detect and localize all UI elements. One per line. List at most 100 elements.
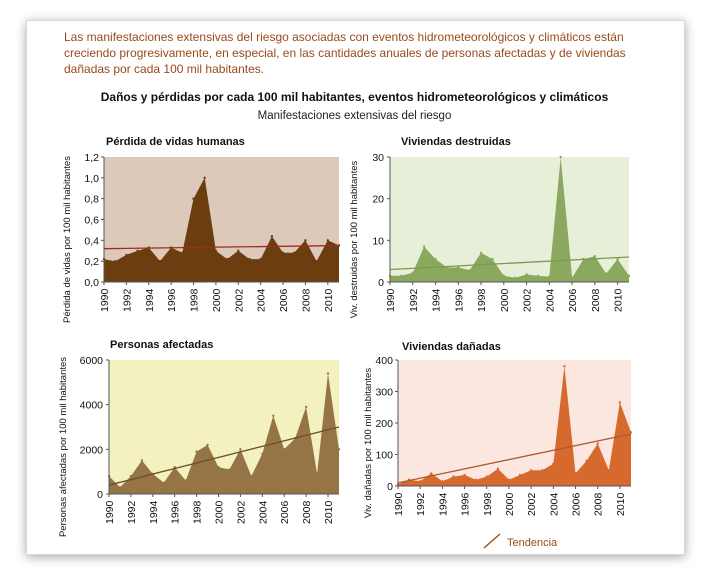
data-point	[474, 478, 477, 481]
x-tick-label: 2010	[615, 492, 627, 516]
data-point	[225, 257, 229, 261]
y-tick-label: 0	[378, 277, 384, 289]
data-point	[192, 197, 195, 200]
y-tick-label: 0	[387, 481, 393, 493]
x-tick-label: 2006	[567, 288, 579, 312]
series-area	[390, 157, 629, 282]
data-point	[411, 271, 414, 274]
x-tick-label: 1998	[189, 288, 201, 312]
data-point	[596, 442, 599, 445]
data-point	[140, 459, 144, 462]
y-tick-label: 0,8	[84, 194, 99, 206]
data-point	[607, 469, 610, 472]
figure-title: Daños y pérdidas por cada 100 mil habita…	[100, 90, 609, 104]
data-point	[563, 365, 566, 368]
data-point	[315, 260, 318, 263]
x-tick-label: 1992	[126, 500, 138, 524]
data-point	[195, 450, 198, 453]
data-point	[585, 459, 588, 462]
figure-subtitle: Manifestaciones extensivas del riesgo	[257, 110, 452, 122]
data-point	[125, 253, 128, 257]
data-point	[514, 276, 517, 279]
x-tick-label: 2002	[233, 288, 245, 312]
data-point	[129, 474, 133, 478]
x-tick-label: 2006	[279, 500, 291, 524]
x-tick-label: 2004	[544, 288, 556, 312]
x-tick-label: 2002	[522, 288, 534, 312]
data-point	[400, 274, 403, 277]
data-point	[270, 235, 274, 238]
data-point	[214, 249, 218, 252]
y-axis-label: Pérdida de vidas por 100 mil habitantes	[62, 156, 73, 323]
y-tick-label: 10	[372, 235, 384, 247]
data-point	[272, 414, 275, 417]
data-point	[629, 431, 633, 434]
y-tick-label: 2000	[80, 444, 104, 456]
x-tick-label: 2006	[571, 492, 583, 516]
data-point	[422, 245, 426, 248]
data-point	[326, 372, 330, 375]
y-tick-label: 4000	[80, 400, 104, 412]
data-point	[304, 239, 307, 242]
series-area	[104, 177, 339, 282]
data-point	[627, 274, 631, 277]
x-tick-label: 2000	[499, 288, 511, 312]
chart-title: Viviendas destruidas	[401, 136, 511, 148]
data-point	[525, 273, 528, 276]
data-point	[217, 466, 220, 469]
x-tick-label: 2010	[613, 288, 625, 312]
x-tick-label: 2000	[211, 288, 223, 312]
x-tick-label: 1990	[393, 492, 405, 516]
data-point	[616, 257, 619, 261]
chart-title: Pérdida de vidas humanas	[106, 136, 245, 148]
x-tick-label: 2002	[526, 492, 538, 516]
data-point	[326, 239, 329, 242]
data-point	[468, 269, 471, 272]
data-point	[507, 478, 511, 481]
data-point	[250, 474, 253, 478]
legend-label: Tendencia	[507, 537, 558, 549]
data-point	[419, 480, 422, 483]
data-point	[536, 274, 540, 277]
x-tick-label: 2004	[256, 288, 268, 312]
data-point	[548, 275, 551, 278]
y-tick-label: 0,0	[84, 277, 99, 289]
x-tick-label: 1990	[99, 288, 111, 312]
data-point	[248, 257, 251, 261]
chart-panel-4: 0 100 200 300 400 1990 1992 1994 1996 1998 2000 200…	[363, 341, 633, 518]
y-tick-label: 400	[375, 355, 393, 367]
x-tick-label: 1996	[460, 492, 472, 516]
data-point	[529, 469, 533, 472]
x-tick-label: 2004	[548, 492, 560, 516]
y-tick-label: 0,6	[84, 215, 99, 227]
x-tick-label: 2010	[323, 288, 335, 312]
data-point	[485, 475, 488, 478]
x-tick-label: 1992	[415, 492, 427, 516]
y-axis-label: Viv. dañadas por 100 mil habitantes	[363, 368, 374, 518]
data-point	[491, 257, 494, 261]
x-tick-label: 1992	[121, 288, 133, 312]
x-tick-label: 1992	[408, 288, 420, 312]
data-point	[618, 401, 622, 404]
data-point	[463, 473, 466, 477]
data-point	[158, 260, 162, 263]
x-tick-label: 2000	[214, 500, 226, 524]
x-tick-label: 2008	[593, 492, 605, 516]
data-point	[479, 251, 483, 254]
y-tick-label: 100	[375, 450, 393, 462]
data-point	[184, 479, 187, 482]
x-tick-label: 2008	[301, 500, 313, 524]
x-tick-label: 1998	[476, 288, 488, 312]
series-area	[398, 366, 631, 486]
y-tick-label: 0	[97, 489, 103, 501]
y-tick-label: 300	[375, 387, 393, 399]
trend-line	[389, 256, 630, 271]
data-point	[118, 486, 122, 489]
x-tick-label: 1990	[385, 288, 397, 312]
data-point	[203, 176, 206, 179]
y-axis-label: Viv. destruidas por 100 mil habitantes	[349, 160, 360, 318]
y-axis-label: Personas afectadas por 100 mil habitante…	[58, 357, 69, 537]
data-point	[114, 260, 117, 263]
y-tick-label: 1,2	[84, 152, 99, 164]
